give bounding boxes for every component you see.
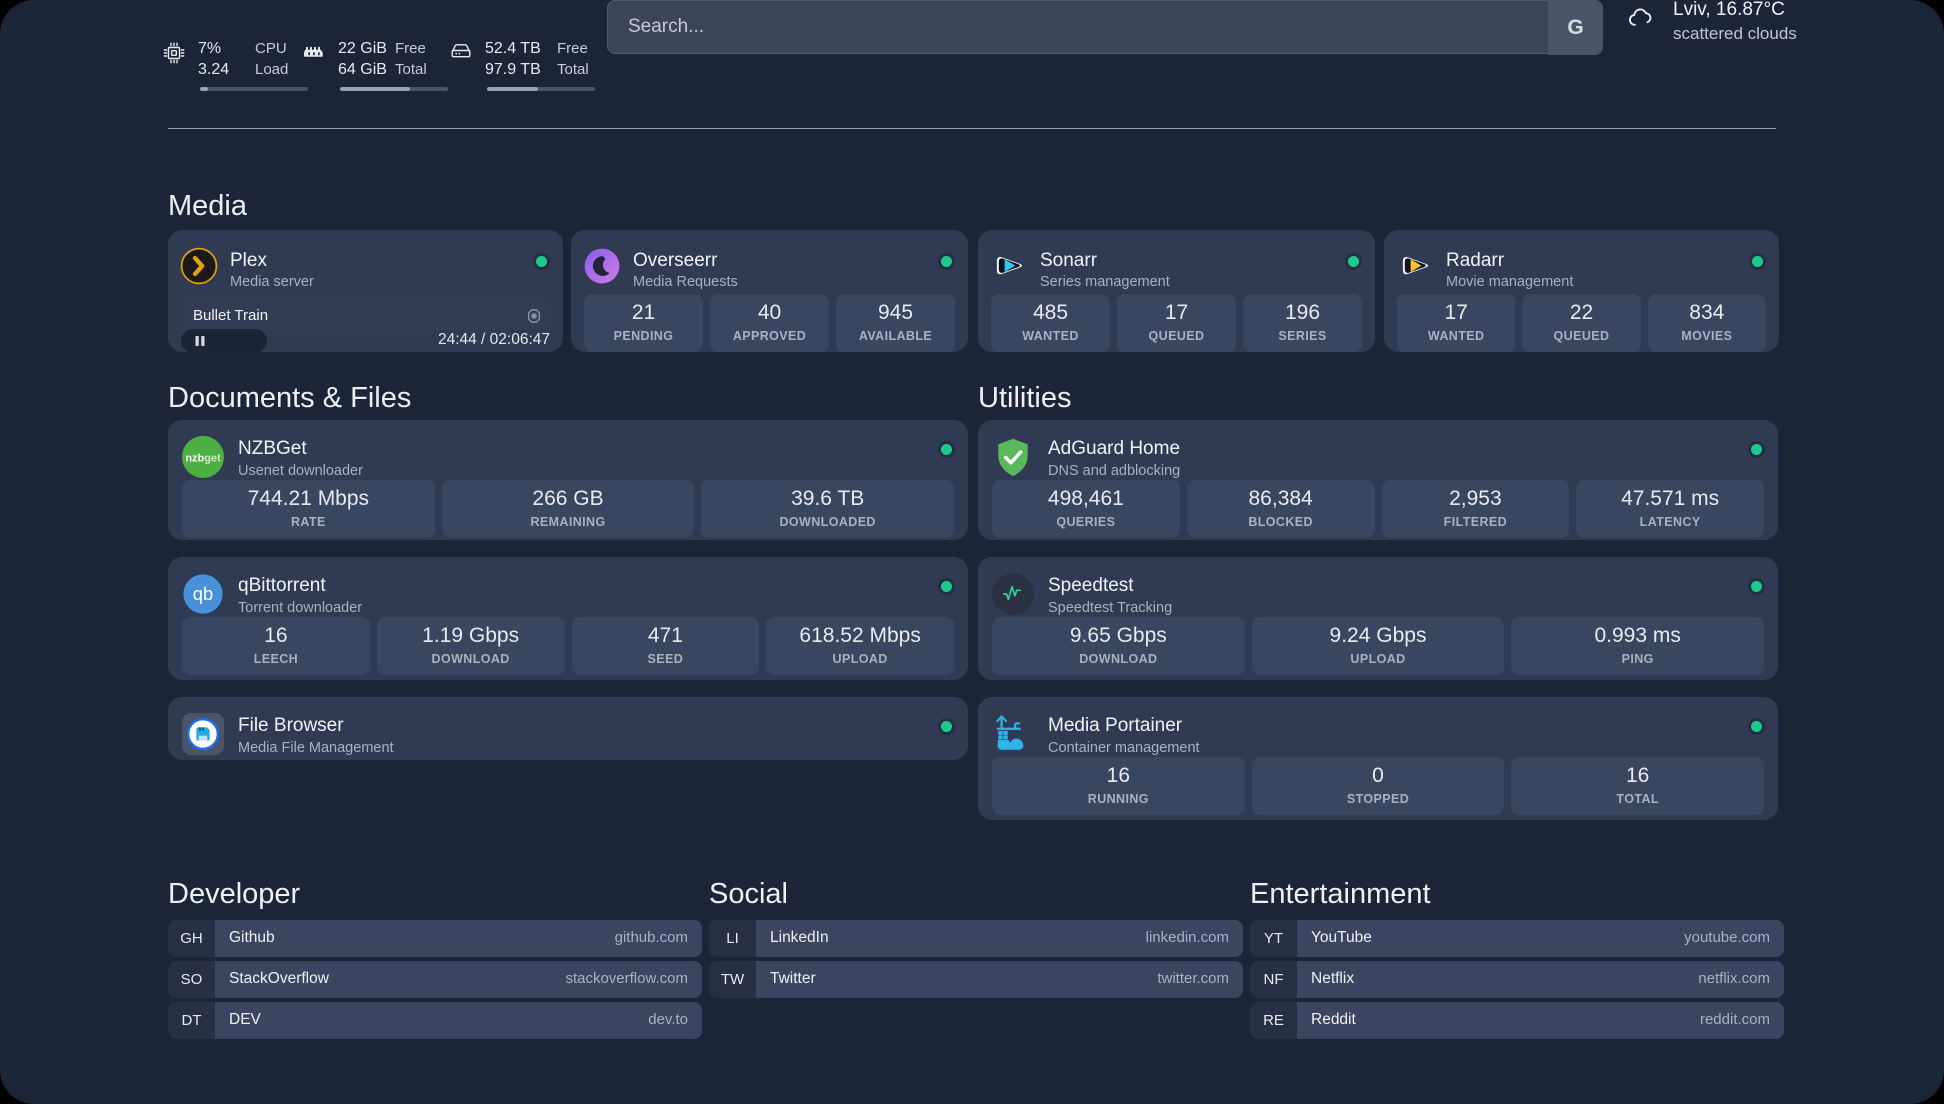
svg-text:qb: qb <box>193 583 213 604</box>
svg-text:nzbget: nzbget <box>185 452 221 464</box>
